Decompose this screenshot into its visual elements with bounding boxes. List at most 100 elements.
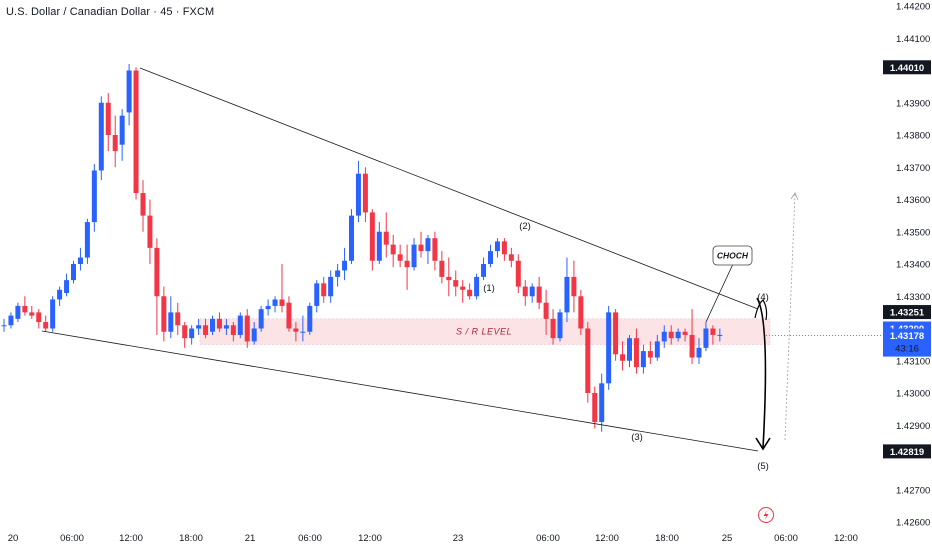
candle <box>84 218 90 264</box>
wave-3-label: (3) <box>631 432 643 443</box>
candle <box>481 257 487 281</box>
candle <box>592 386 598 429</box>
y-tick-label: 1.43700 <box>896 163 930 174</box>
candle <box>71 260 76 284</box>
candle-body <box>439 260 445 277</box>
candle <box>29 305 35 319</box>
candle-body <box>321 283 327 297</box>
candle-body <box>175 312 181 326</box>
candle <box>161 286 167 342</box>
candle-body <box>105 102 111 135</box>
candle-body <box>620 354 626 361</box>
candle-body <box>168 312 174 332</box>
candle-body <box>223 325 229 329</box>
candle-body <box>91 170 97 223</box>
candle <box>258 305 264 332</box>
chart-title: U.S. Dollar / Canadian Dollar · 45 · FXC… <box>6 6 215 18</box>
candle <box>613 309 619 361</box>
candle <box>300 315 306 342</box>
candle-body <box>654 341 660 358</box>
candle <box>91 164 97 232</box>
lightning-icon[interactable] <box>758 507 774 523</box>
choch-label: CHOCH <box>717 251 749 261</box>
candle-body <box>300 331 306 333</box>
choch-box <box>712 245 753 266</box>
price-tag-43251: 1.43251 <box>890 308 925 319</box>
candle <box>383 212 389 258</box>
candle <box>550 309 556 345</box>
candle <box>453 270 459 297</box>
candle <box>710 325 716 345</box>
candle-body <box>265 305 271 310</box>
candle <box>22 296 28 316</box>
candle <box>216 312 222 332</box>
candle-body <box>606 312 612 384</box>
candle <box>397 244 403 268</box>
sr-level-label: S / R LEVEL <box>456 327 512 337</box>
candle-body <box>418 244 424 252</box>
candle-body <box>508 254 514 261</box>
candle <box>105 93 111 152</box>
candle <box>515 254 521 294</box>
candle <box>404 244 410 290</box>
candle-body <box>411 244 417 268</box>
y-tick-label: 1.42900 <box>896 421 930 432</box>
candle-body <box>279 299 285 306</box>
y-tick-label: 1.43600 <box>896 195 930 206</box>
candle <box>682 328 688 342</box>
candle <box>425 234 431 264</box>
candle <box>668 325 674 345</box>
candle <box>439 251 445 284</box>
lightning-bolt <box>763 509 769 521</box>
candle <box>133 67 139 200</box>
candle-body <box>453 280 459 287</box>
dotted-projection-line <box>784 193 796 441</box>
candle <box>661 325 667 348</box>
candle-body <box>460 286 466 290</box>
candle <box>411 238 417 271</box>
candle-body <box>488 251 493 264</box>
candle-body <box>335 270 341 277</box>
candle-body <box>210 318 215 332</box>
candle <box>321 276 327 303</box>
candle-body <box>272 299 278 306</box>
candle <box>286 296 292 332</box>
candle <box>43 315 49 332</box>
candle <box>50 296 56 332</box>
candle-body <box>50 299 56 329</box>
candle-body <box>474 276 480 297</box>
candle-body <box>119 115 125 145</box>
candle-body <box>585 328 591 393</box>
candle-body <box>599 383 605 423</box>
choch-pointer <box>705 263 734 323</box>
wave-1-label: (1) <box>483 283 495 294</box>
candle-body <box>550 318 556 339</box>
candle <box>342 247 348 281</box>
x-tick-label: 18:00 <box>655 533 679 544</box>
candle <box>675 328 681 342</box>
candle <box>578 289 584 335</box>
candle-body <box>522 286 528 297</box>
candle-body <box>126 70 132 113</box>
candle-body <box>147 215 153 248</box>
candle <box>606 305 612 390</box>
candle-body <box>112 135 118 152</box>
candle <box>696 338 702 364</box>
candle <box>564 257 570 323</box>
candle-body <box>703 328 709 348</box>
wave-5-label: (5) <box>757 461 769 472</box>
candle <box>112 115 118 168</box>
candle-body <box>161 296 167 332</box>
candle <box>15 302 21 323</box>
y-tick-label: 1.42700 <box>896 485 930 496</box>
candle-body <box>36 312 42 323</box>
candle-body <box>404 260 410 268</box>
candle-body <box>592 393 598 423</box>
candle <box>251 322 257 345</box>
candle <box>279 264 285 313</box>
candle-body <box>376 231 382 261</box>
candle <box>293 322 299 342</box>
current-price-label: 1.43178 <box>890 331 924 342</box>
candle-body <box>342 260 348 271</box>
